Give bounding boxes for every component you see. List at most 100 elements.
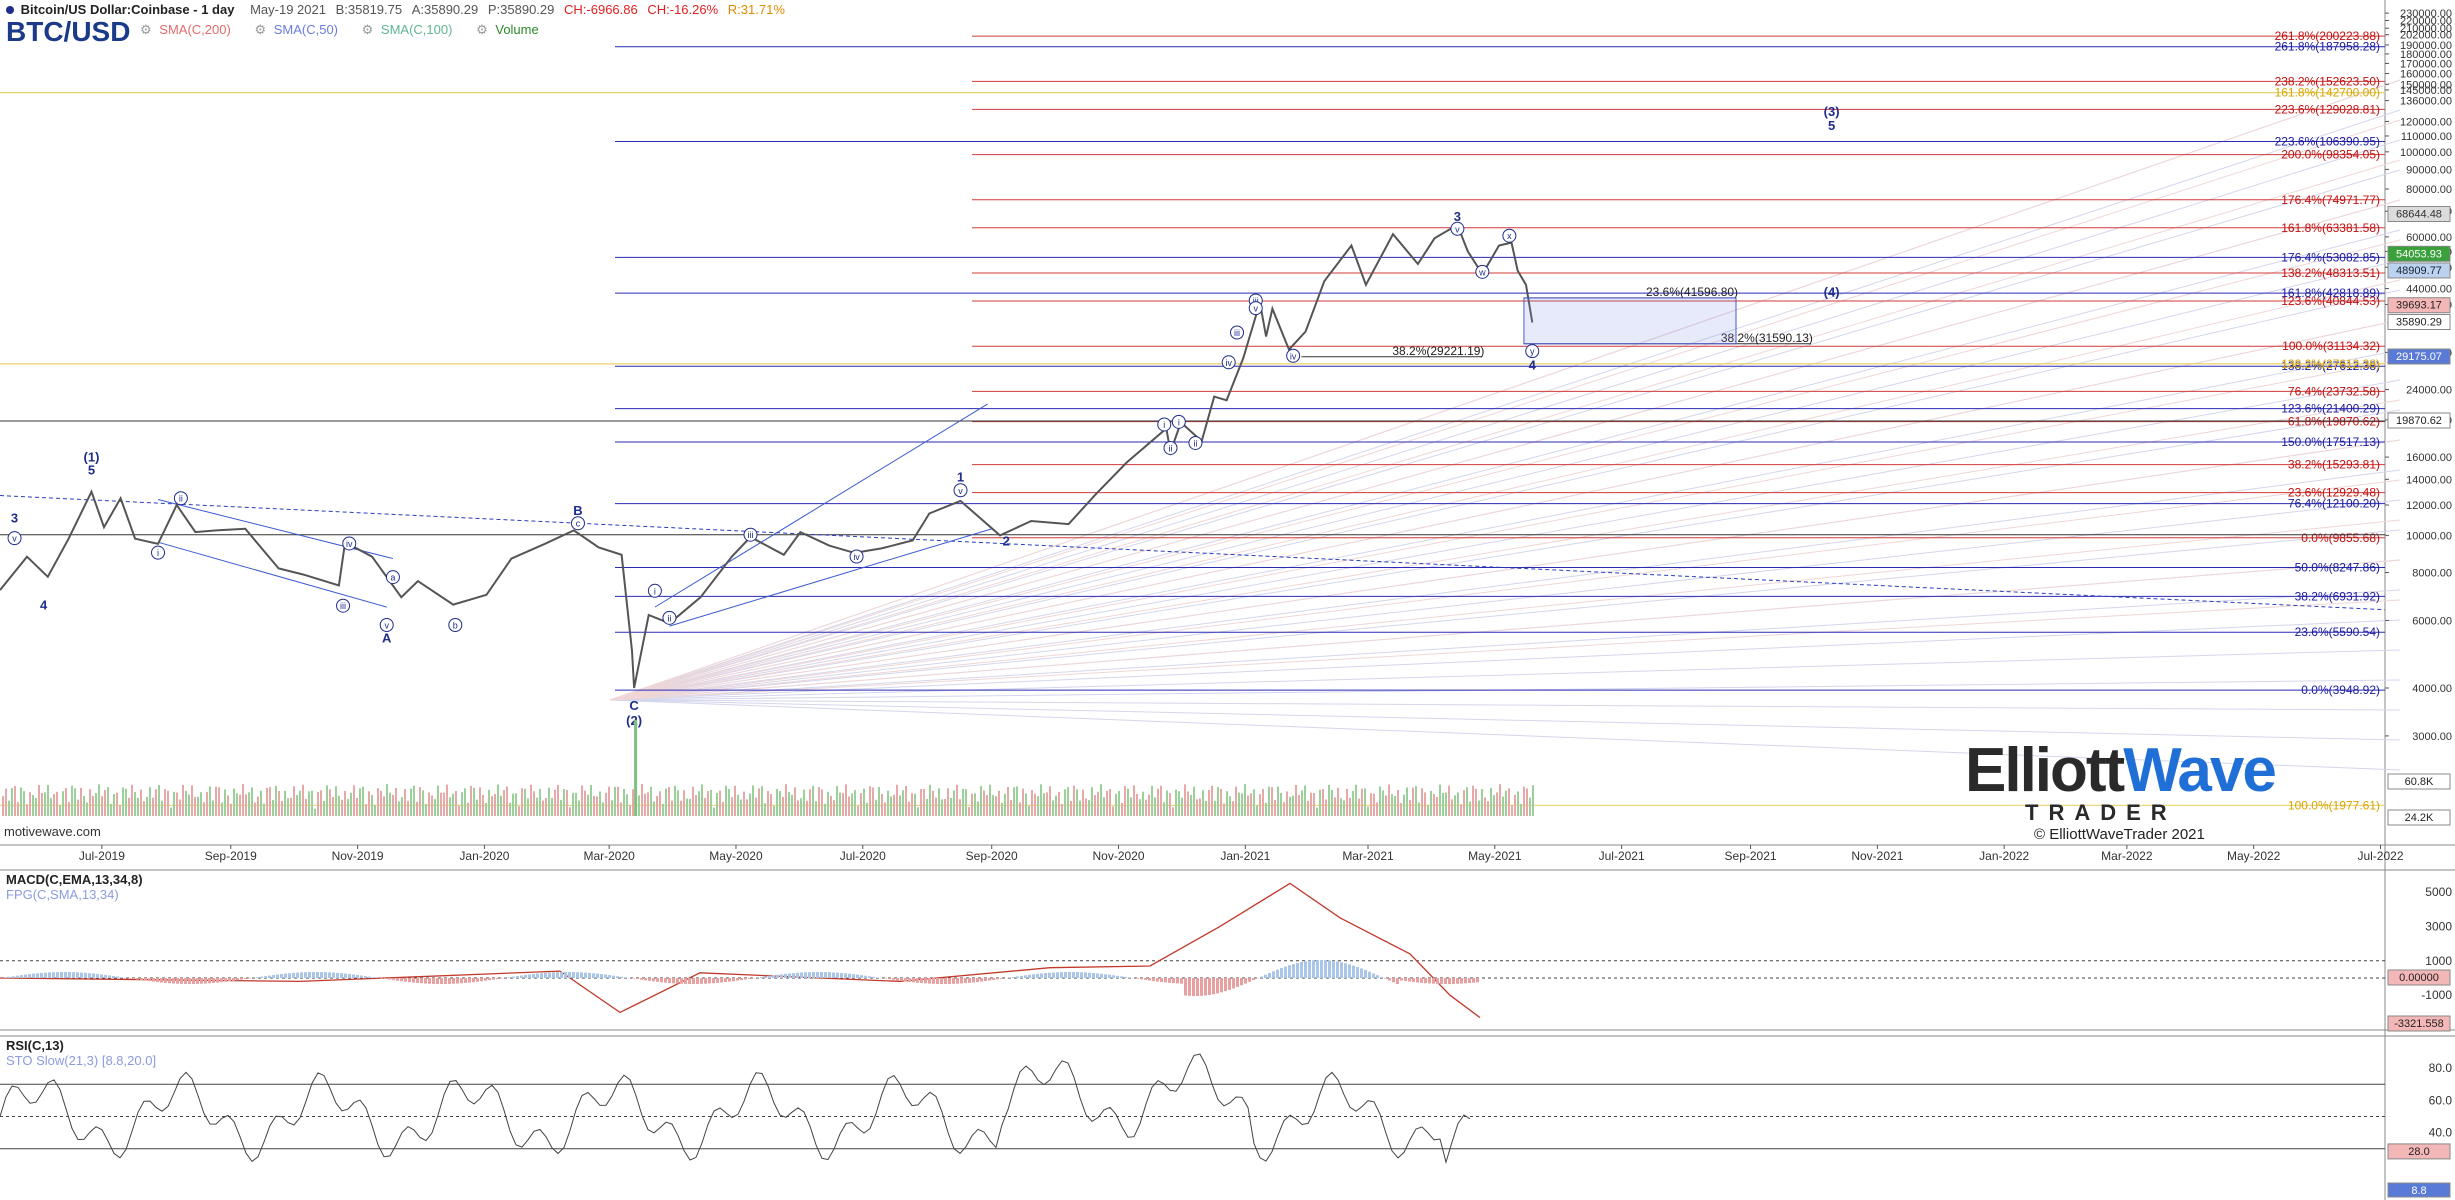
volume-bar	[992, 795, 994, 816]
indicator-sma100[interactable]: SMA(C,100)	[381, 22, 463, 37]
gear-icon[interactable]: ⚙	[254, 22, 267, 37]
volume-bar	[920, 788, 922, 816]
volume-bar	[1298, 795, 1300, 816]
macd-histogram-bar	[1300, 962, 1303, 978]
macd-histogram-bar	[640, 978, 643, 980]
volume-bar	[257, 796, 259, 816]
macd-histogram-bar	[552, 972, 555, 978]
volume-bar	[1157, 788, 1159, 816]
fan-line-red	[609, 239, 2401, 701]
volume-bar	[1076, 789, 1078, 816]
rsi-line	[0, 1053, 1471, 1164]
volume-bar	[287, 798, 289, 816]
volume-bar	[659, 791, 661, 816]
volume-bar	[491, 796, 493, 816]
volume-bar	[203, 802, 205, 816]
volume-bar	[1268, 786, 1270, 816]
macd-histogram-bar	[1328, 960, 1331, 978]
macd-histogram-bar	[680, 978, 683, 984]
volume-bar	[1289, 796, 1291, 816]
wave-label: i	[157, 548, 159, 558]
fan-line	[609, 139, 2401, 701]
indicator-sma50[interactable]: SMA(C,50)	[274, 22, 348, 37]
volume-bar	[1505, 790, 1507, 816]
wave-circle	[1525, 344, 1540, 359]
macd-histogram-bar	[1072, 972, 1075, 978]
x-tick-label: May-2021	[1468, 849, 1522, 863]
volume-bar	[1094, 795, 1096, 816]
volume-bar	[1028, 805, 1030, 816]
x-tick-label: Jul-2019	[79, 849, 125, 863]
volume-bar	[68, 802, 70, 816]
indicator-volume[interactable]: Volume	[495, 22, 548, 37]
macd-histogram-bar	[64, 971, 67, 978]
volume-bar	[35, 798, 37, 816]
volume-bar	[707, 791, 709, 816]
volume-bar	[275, 785, 277, 816]
volume-bar	[92, 795, 94, 816]
volume-bar	[479, 787, 481, 816]
volume-bar	[485, 802, 487, 816]
macd-histogram-bar	[480, 978, 483, 982]
price-tag-label: 54053.93	[2396, 248, 2442, 260]
volume-bar	[794, 787, 796, 816]
gear-icon[interactable]: ⚙	[361, 22, 374, 37]
volume-bar	[1175, 789, 1177, 816]
volume-bar	[488, 789, 490, 816]
macd-histogram-bar	[1216, 978, 1219, 994]
y-tick-label: 170000.00	[2400, 58, 2452, 70]
volume-bar	[446, 784, 448, 816]
macd-histogram-bar	[1416, 978, 1419, 983]
volume-bar	[1160, 785, 1162, 816]
volume-bar	[59, 805, 61, 816]
volume-bar	[1295, 784, 1297, 816]
volume-bar	[1409, 799, 1411, 816]
volume-bar	[161, 800, 163, 816]
macd-histogram-bar	[876, 977, 879, 978]
volume-bar	[614, 786, 616, 816]
gear-icon[interactable]: ⚙	[140, 22, 152, 37]
volume-bar	[1292, 795, 1294, 816]
volume-bar	[1496, 792, 1498, 816]
indicator-legend: ⚙ SMA(C,200) ⚙ SMA(C,50) ⚙ SMA(C,100) ⚙ …	[140, 22, 559, 38]
wave-label: ii	[1168, 443, 1172, 453]
macd-histogram-bar	[1028, 974, 1031, 978]
volume-bar	[1148, 794, 1150, 816]
volume-bar	[1082, 789, 1084, 816]
volume-bar	[254, 802, 256, 816]
gear-icon[interactable]: ⚙	[476, 22, 488, 37]
fib-label-red: 161.8%(63381.58)	[2281, 221, 2380, 235]
fib-label-yellow: 100.0%(1977.61)	[2288, 798, 2380, 812]
macd-histogram-bar	[352, 974, 355, 978]
macd-histogram-bar	[732, 978, 735, 982]
volume-bar	[1457, 792, 1459, 816]
volume-bars	[2, 720, 1534, 816]
macd-sub: FPG(C,SMA,13,34)	[6, 887, 119, 902]
macd-histogram-bar	[656, 978, 659, 982]
macd-histogram-bar	[688, 978, 691, 985]
volume-bar	[1070, 800, 1072, 816]
macd-histogram-bar	[1448, 978, 1451, 985]
volume-bar	[218, 787, 220, 816]
volume-bar	[791, 794, 793, 816]
volume-bar	[1109, 789, 1111, 816]
macd-histogram-bar	[1236, 978, 1239, 987]
volume-bar	[356, 797, 358, 816]
volume-bar	[299, 790, 301, 816]
indicator-sma200[interactable]: SMA(C,200)	[159, 22, 241, 37]
volume-bar	[518, 806, 520, 816]
fan-line	[609, 379, 2401, 701]
fan-line	[609, 699, 2401, 711]
volume-bar	[332, 796, 334, 816]
macd-histogram-bar	[420, 978, 423, 984]
fan-line	[609, 649, 2401, 701]
volume-bar	[581, 785, 583, 816]
volume-bar	[689, 798, 691, 816]
macd-histogram-bar	[672, 978, 675, 984]
macd-histogram-bar	[208, 978, 211, 984]
volume-bar	[1334, 797, 1336, 816]
wave-label: w	[1478, 267, 1486, 277]
trend-line-dashed	[0, 495, 2386, 611]
volume-bar	[476, 799, 478, 816]
